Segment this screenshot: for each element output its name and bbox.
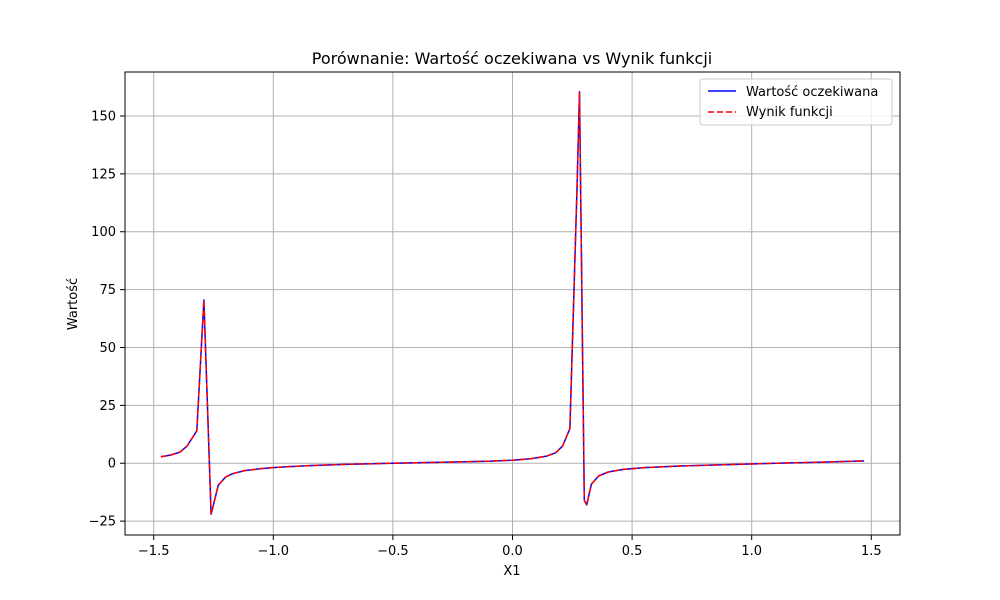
- y-tick-label: −25: [89, 515, 116, 530]
- legend-label-result: Wynik funkcji: [746, 105, 833, 120]
- y-tick-label: 50: [99, 341, 116, 356]
- x-tick-label: −1.5: [138, 544, 170, 559]
- chart-title: Porównanie: Wartość oczekiwana vs Wynik …: [312, 49, 712, 68]
- y-tick-label: 150: [91, 109, 116, 124]
- x-tick-label: −0.5: [377, 544, 409, 559]
- x-tick-label: 1.5: [861, 544, 882, 559]
- series-line-result: [160, 90, 865, 515]
- legend: Wartość oczekiwana Wynik funkcji: [699, 78, 893, 126]
- x-tick-label: 0.0: [502, 544, 523, 559]
- grid: [125, 72, 900, 535]
- legend-box: [699, 78, 893, 126]
- y-tick-label: 0: [108, 457, 116, 472]
- y-axis-label: Wartość: [66, 278, 81, 330]
- y-tick-label: 125: [91, 167, 116, 182]
- x-axis-label: X1: [503, 564, 520, 579]
- y-tick-label: 75: [99, 283, 116, 298]
- series-layer: [160, 90, 865, 515]
- y-axis: −25 0 25 50 75 100 125 150: [89, 109, 125, 530]
- x-axis: −1.5 −1.0 −0.5 0.0 0.5 1.0 1.5: [138, 535, 882, 559]
- x-tick-label: −1.0: [258, 544, 290, 559]
- legend-label-expected: Wartość oczekiwana: [746, 85, 878, 100]
- x-tick-label: 0.5: [622, 544, 643, 559]
- y-tick-label: 100: [91, 225, 116, 240]
- y-tick-label: 25: [99, 399, 116, 414]
- x-tick-label: 1.0: [741, 544, 762, 559]
